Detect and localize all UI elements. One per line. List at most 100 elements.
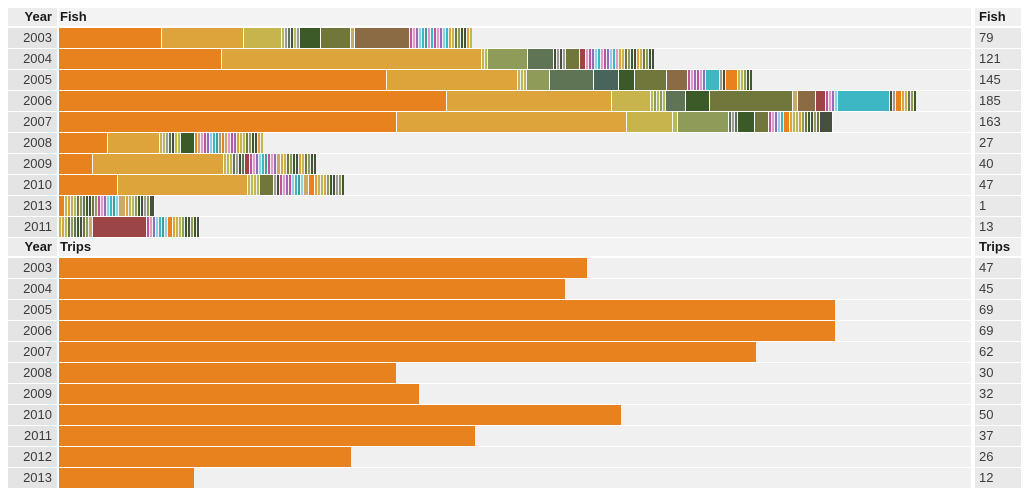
bar-segment[interactable] — [321, 175, 323, 195]
bar-segment[interactable] — [703, 70, 705, 90]
bar-segment[interactable] — [289, 175, 291, 195]
bar-segment[interactable] — [260, 175, 274, 195]
bar-segment[interactable] — [440, 28, 442, 48]
bar-segment[interactable] — [141, 196, 143, 216]
bar-segment[interactable] — [678, 112, 729, 132]
bar-segment[interactable] — [805, 112, 807, 132]
fish-bar[interactable] — [59, 154, 317, 174]
bar-segment[interactable] — [518, 70, 520, 90]
bar-segment[interactable] — [281, 154, 283, 174]
bar-segment[interactable] — [461, 28, 463, 48]
bar-segment[interactable] — [227, 154, 229, 174]
bar-segment[interactable] — [156, 217, 158, 237]
bar-segment[interactable] — [723, 70, 725, 90]
trips-bar[interactable] — [59, 300, 835, 320]
bar-segment[interactable] — [285, 28, 287, 48]
bar-segment[interactable] — [207, 133, 209, 153]
bar-segment[interactable] — [666, 91, 686, 111]
bar-segment[interactable] — [601, 49, 603, 69]
bar-segment[interactable] — [59, 405, 621, 425]
fish-bar[interactable] — [59, 70, 753, 90]
bar-segment[interactable] — [428, 28, 430, 48]
bar-segment[interactable] — [116, 196, 118, 216]
bar-segment[interactable] — [59, 258, 588, 278]
bar-segment[interactable] — [59, 49, 222, 69]
bar-segment[interactable] — [251, 175, 253, 195]
bar-segment[interactable] — [250, 154, 252, 174]
bar-segment[interactable] — [59, 468, 194, 488]
fish-bar[interactable] — [59, 133, 264, 153]
bar-segment[interactable] — [557, 49, 559, 69]
bar-segment[interactable] — [234, 133, 236, 153]
bar-segment[interactable] — [720, 70, 722, 90]
bar-segment[interactable] — [166, 133, 168, 153]
bar-segment[interactable] — [290, 154, 292, 174]
bar-segment[interactable] — [914, 91, 916, 111]
bar-segment[interactable] — [566, 49, 580, 69]
bar-segment[interactable] — [635, 70, 667, 90]
bar-segment[interactable] — [311, 154, 313, 174]
bar-segment[interactable] — [172, 133, 174, 153]
bar-segment[interactable] — [643, 49, 645, 69]
bar-segment[interactable] — [255, 133, 257, 153]
bar-segment[interactable] — [274, 175, 276, 195]
bar-segment[interactable] — [246, 133, 248, 153]
bar-segment[interactable] — [485, 49, 487, 69]
bar-segment[interactable] — [138, 196, 140, 216]
bar-segment[interactable] — [631, 49, 633, 69]
bar-segment[interactable] — [778, 112, 780, 132]
bar-segment[interactable] — [550, 70, 594, 90]
bar-segment[interactable] — [89, 217, 93, 237]
fish-bar[interactable] — [59, 175, 345, 195]
bar-segment[interactable] — [616, 49, 618, 69]
bar-segment[interactable] — [911, 91, 913, 111]
bar-segment[interactable] — [663, 91, 665, 111]
bar-segment[interactable] — [528, 49, 554, 69]
bar-segment[interactable] — [735, 112, 737, 132]
bar-segment[interactable] — [74, 217, 76, 237]
bar-segment[interactable] — [243, 133, 245, 153]
bar-segment[interactable] — [905, 91, 907, 111]
bar-segment[interactable] — [262, 154, 264, 174]
bar-segment[interactable] — [324, 175, 326, 195]
bar-segment[interactable] — [458, 28, 460, 48]
bar-segment[interactable] — [204, 133, 206, 153]
bar-segment[interactable] — [198, 133, 200, 153]
bar-segment[interactable] — [798, 91, 816, 111]
bar-segment[interactable] — [168, 217, 173, 237]
bar-segment[interactable] — [118, 175, 248, 195]
bar-segment[interactable] — [333, 175, 335, 195]
bar-segment[interactable] — [59, 321, 835, 341]
bar-segment[interactable] — [560, 49, 562, 69]
bar-segment[interactable] — [104, 196, 106, 216]
fish-bar[interactable] — [59, 196, 155, 216]
bar-segment[interactable] — [598, 49, 600, 69]
bar-segment[interactable] — [268, 154, 270, 174]
bar-segment[interactable] — [896, 91, 902, 111]
bar-segment[interactable] — [159, 217, 161, 237]
bar-segment[interactable] — [309, 175, 315, 195]
bar-segment[interactable] — [738, 112, 755, 132]
bar-segment[interactable] — [729, 112, 731, 132]
bar-segment[interactable] — [890, 91, 892, 111]
bar-segment[interactable] — [607, 49, 609, 69]
bar-segment[interactable] — [425, 28, 427, 48]
bar-segment[interactable] — [637, 49, 639, 69]
bar-segment[interactable] — [691, 70, 693, 90]
bar-segment[interactable] — [657, 91, 659, 111]
bar-segment[interactable] — [694, 70, 696, 90]
bar-segment[interactable] — [726, 70, 738, 90]
bar-segment[interactable] — [622, 49, 624, 69]
bar-segment[interactable] — [253, 154, 255, 174]
bar-segment[interactable] — [297, 28, 299, 48]
bar-segment[interactable] — [150, 217, 152, 237]
bar-segment[interactable] — [619, 49, 621, 69]
bar-segment[interactable] — [413, 28, 415, 48]
bar-segment[interactable] — [625, 49, 627, 69]
bar-segment[interactable] — [299, 154, 301, 174]
bar-segment[interactable] — [595, 49, 597, 69]
bar-segment[interactable] — [147, 196, 149, 216]
bar-segment[interactable] — [185, 217, 187, 237]
bar-segment[interactable] — [59, 426, 475, 446]
bar-segment[interactable] — [342, 175, 344, 195]
